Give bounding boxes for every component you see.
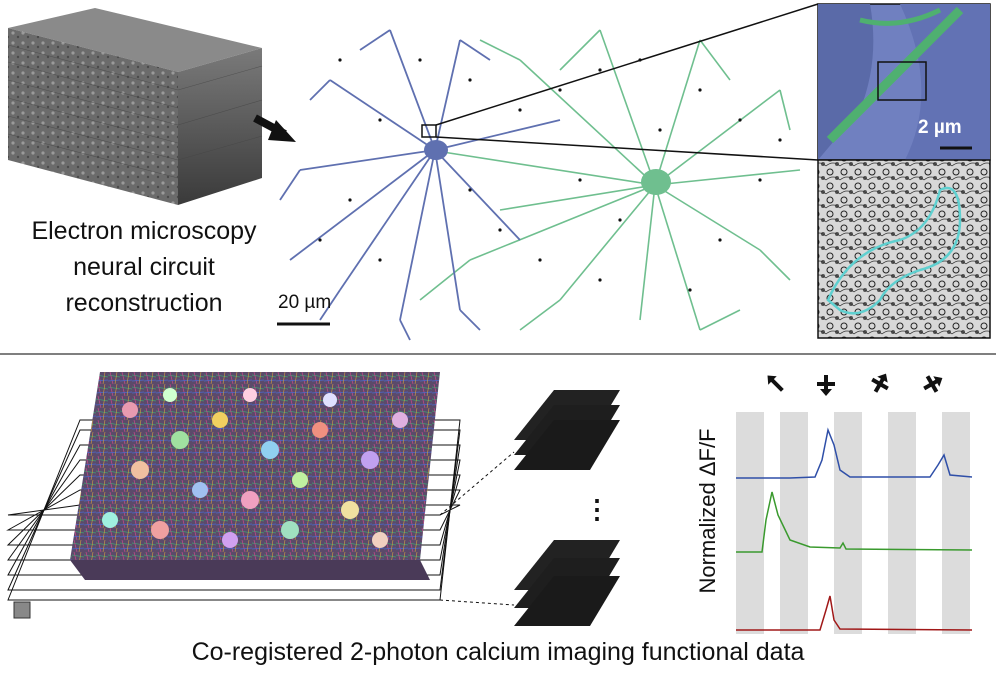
direction-arrow-icon xyxy=(871,373,889,393)
em-title-line: reconstruction xyxy=(65,289,223,317)
traces-ylabel: Normalized ΔF/F xyxy=(695,428,720,594)
functional-data-title: Co-registered 2-photon calcium imaging f… xyxy=(191,638,805,666)
em-title-line: Electron microscopy xyxy=(31,217,257,245)
em-title-line: neural circuit xyxy=(73,253,215,281)
trace-red xyxy=(736,595,973,631)
blue-neuron-soma xyxy=(424,140,448,160)
dashed-connectors xyxy=(439,451,515,606)
stimulus-bands xyxy=(736,412,970,634)
trace-green xyxy=(736,491,973,553)
trace-blue xyxy=(736,427,973,479)
calcium-traces xyxy=(736,427,973,631)
stack-ellipsis: ⋮ xyxy=(584,494,610,524)
scalebar-20um-label: 20 µm xyxy=(278,292,332,313)
blue-neuron-dendrites xyxy=(279,29,561,341)
image-stack-top xyxy=(514,390,620,470)
inset-em-section xyxy=(817,159,991,339)
origin-cube xyxy=(13,601,31,619)
direction-arrow-icon xyxy=(817,375,835,396)
green-neuron-soma xyxy=(641,169,671,195)
arrow-right-icon xyxy=(253,114,296,142)
inset-3d-rendering xyxy=(817,3,991,161)
tissue-volume xyxy=(70,372,440,580)
em-reconstruction-title: Electron microscopy neural circuit recon… xyxy=(8,213,280,321)
image-stack-bottom xyxy=(514,540,620,626)
neuron-reconstruction xyxy=(279,29,801,341)
synapse-dots xyxy=(318,58,782,292)
green-neuron-dendrites xyxy=(419,29,801,331)
scalebar-2um-label: 2 µm xyxy=(918,117,962,138)
cell-somata xyxy=(102,388,408,548)
direction-arrow-icon xyxy=(767,375,784,392)
em-volume-block xyxy=(7,8,263,205)
zoom-indicator xyxy=(421,3,819,161)
direction-arrow-icon xyxy=(923,375,943,393)
